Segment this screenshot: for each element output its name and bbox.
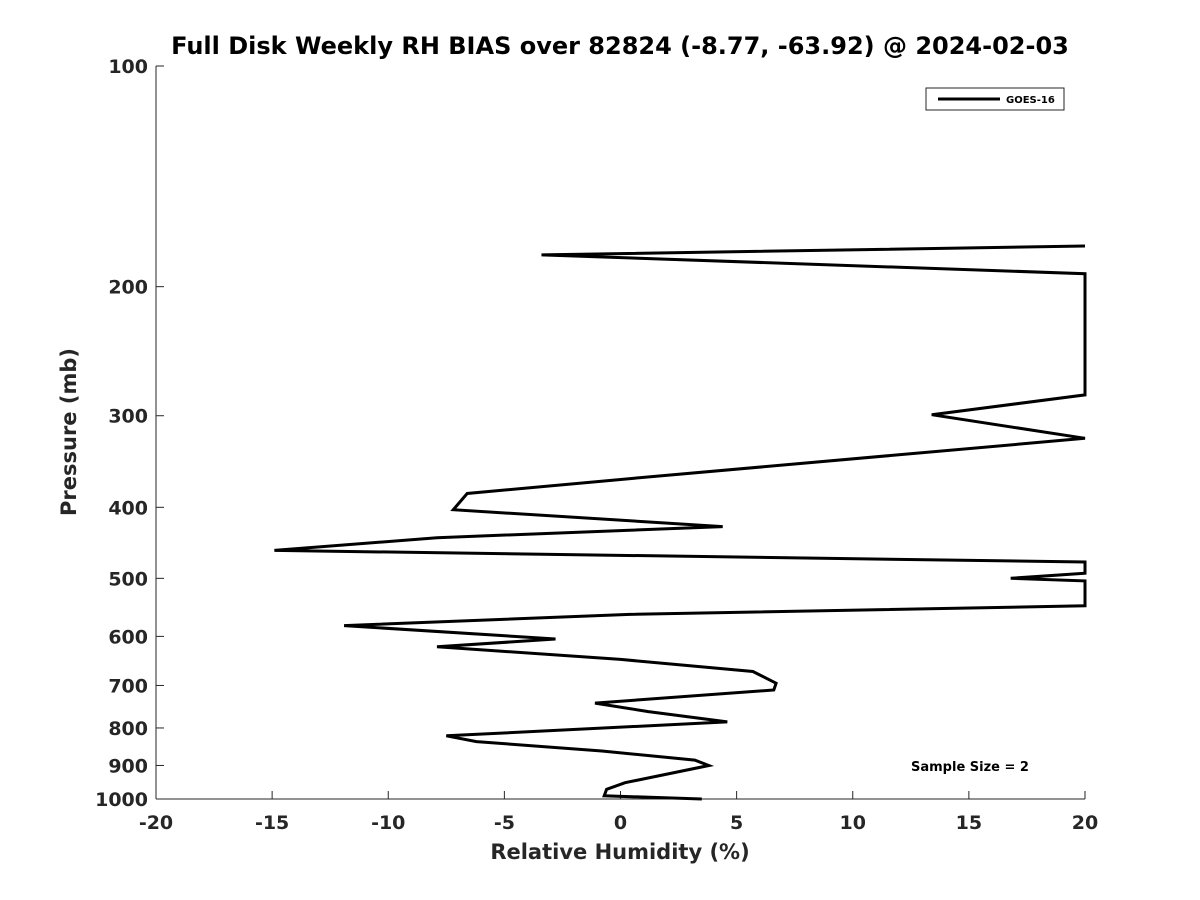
x-axis-ticks: -20 -15 -10 -5 0 5 10 15 20 [139,791,1098,834]
legend-label-goes-16: GOES-16 [1006,95,1055,106]
y-tick-label: 500 [108,568,148,590]
y-tick-label: 700 [108,675,148,697]
y-tick-label: 800 [108,718,148,740]
y-tick-label: 300 [108,406,148,428]
legend: GOES-16 [925,87,1065,111]
x-tick-label: -20 [139,812,173,834]
chart-title: Full Disk Weekly RH BIAS over 82824 (-8.… [171,32,1069,60]
x-tick-label: 20 [1072,812,1098,834]
x-tick-label: 10 [840,812,866,834]
y-tick-label: 400 [108,497,148,519]
x-tick-label: -15 [255,812,289,834]
y-tick-label: 900 [108,755,148,777]
y-tick-label: 1000 [95,789,148,811]
y-tick-label: 200 [108,277,148,299]
x-tick-label: 15 [956,812,982,834]
y-tick-label: 100 [108,56,148,78]
y-axis-label: Pressure (mb) [57,348,81,516]
y-axis-ticks: 100 200 300 400 500 600 700 800 900 1000 [95,56,164,811]
x-axis-label: Relative Humidity (%) [490,840,749,864]
x-tick-label: -10 [371,812,405,834]
x-tick-label: 5 [730,812,743,834]
y-tick-label: 600 [108,626,148,648]
sample-size-annotation: Sample Size = 2 [911,760,1029,775]
series-line-goes-16 [274,244,1087,801]
x-tick-label: -5 [494,812,515,834]
x-tick-label: 0 [614,812,627,834]
series-layer [274,244,1087,801]
